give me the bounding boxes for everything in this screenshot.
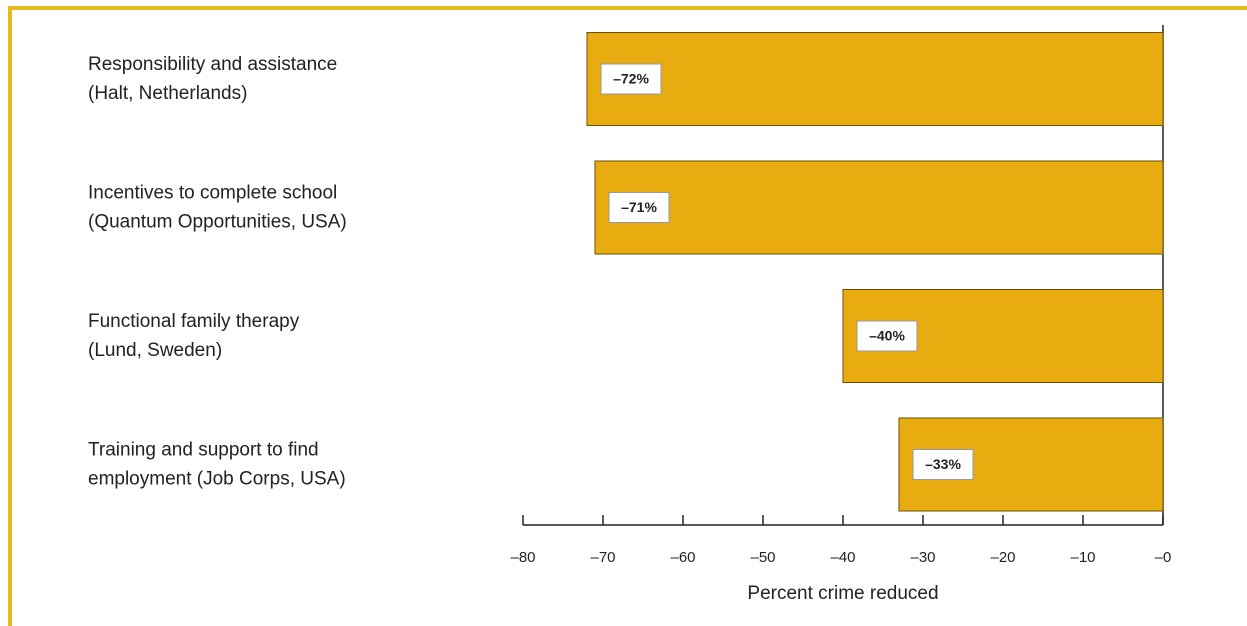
value-label-box [856,320,918,352]
x-tick-label: –70 [590,549,615,566]
x-axis-label: Percent crime reduced [747,583,938,604]
frame [8,6,1247,626]
value-label: –72% [613,71,649,87]
x-tick-label: –50 [750,549,775,566]
category-label: (Halt, Netherlands) [88,83,247,104]
x-tick-label: –30 [910,549,935,566]
x-tick-label: –40 [830,549,855,566]
value-label-box [600,63,662,95]
category-label: Training and support to find [88,440,319,461]
category-label: employment (Job Corps, USA) [88,469,346,490]
category-label: (Quantum Opportunities, USA) [88,212,347,233]
bar [586,32,1164,126]
x-tick-label: –20 [990,549,1015,566]
category-label: Responsibility and assistance [88,54,337,75]
value-label-box [608,192,670,223]
value-label: –40% [869,328,905,344]
x-tick-label: –10 [1070,549,1095,566]
x-tick-label: –0 [1155,549,1172,566]
x-tick-label: –60 [670,549,695,566]
value-label: –33% [925,456,961,472]
category-label: (Lund, Sweden) [88,340,222,361]
bar [594,160,1164,255]
category-label: Incentives to complete school [88,183,337,204]
category-label: Functional family therapy [88,311,300,332]
value-label: –71% [621,199,657,215]
x-tick-label: –80 [510,549,535,566]
value-label-box [912,449,974,480]
